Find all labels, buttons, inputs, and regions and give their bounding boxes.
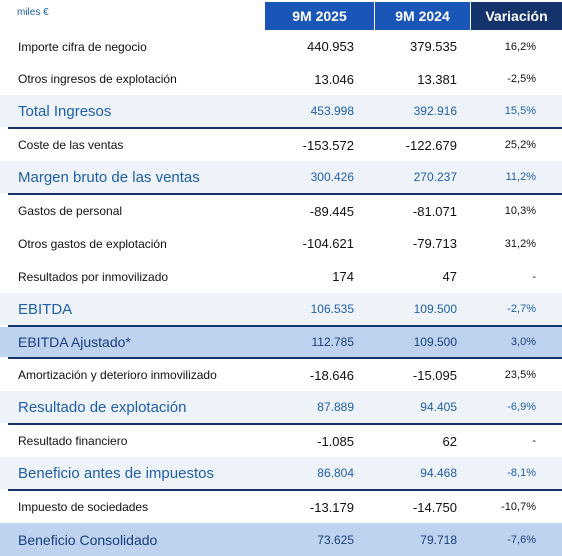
table-row-total: Beneficio antes de impuestos 86.804 94.4… bbox=[0, 457, 562, 489]
table-row-total: Margen bruto de las ventas 300.426 270.2… bbox=[0, 161, 562, 193]
value-9m-2024: 270.237 bbox=[413, 170, 457, 184]
value-variation: 3,0% bbox=[510, 336, 536, 348]
value-9m-2024: -81.071 bbox=[412, 203, 457, 219]
value-9m-2025: -18.646 bbox=[309, 367, 354, 383]
table-row: Otros gastos de explotación -104.621 -79… bbox=[0, 227, 562, 260]
table-row: Resultado financiero -1.085 62 - bbox=[0, 425, 562, 457]
table-row-highlight: EBITDA Ajustado* 112.785 109.500 3,0% bbox=[0, 327, 562, 357]
divider bbox=[8, 357, 562, 359]
value-9m-2025: 73.625 bbox=[317, 532, 354, 547]
value-9m-2025: -153.572 bbox=[302, 137, 354, 153]
table-row-highlight: Beneficio Consolidado 73.625 79.718 -7,6… bbox=[0, 523, 562, 556]
row-label: Amortización y deterioro inmovilizado bbox=[18, 368, 217, 382]
table-row: Resultados por inmovilizado 174 47 - bbox=[0, 260, 562, 293]
value-variation: 25,2% bbox=[504, 139, 536, 151]
value-9m-2025: 106.535 bbox=[310, 302, 354, 316]
row-label: Impuesto de sociedades bbox=[18, 500, 149, 514]
value-9m-2024: 47 bbox=[442, 269, 457, 284]
value-variation: 10,3% bbox=[504, 205, 536, 217]
value-variation: 16,2% bbox=[504, 40, 536, 53]
value-variation: -2,5% bbox=[507, 73, 536, 85]
table-row: Coste de las ventas -153.572 -122.679 25… bbox=[0, 129, 562, 161]
divider bbox=[8, 423, 562, 425]
value-9m-2025: 86.804 bbox=[317, 466, 354, 480]
column-header-9m-2024: 9M 2024 bbox=[375, 2, 470, 30]
value-variation: -2,7% bbox=[507, 303, 536, 315]
value-9m-2024: 94.405 bbox=[420, 400, 457, 414]
column-header-variation: Variación bbox=[471, 2, 562, 30]
row-label: Total Ingresos bbox=[18, 102, 112, 120]
row-label: Resultados por inmovilizado bbox=[18, 269, 169, 284]
table-row: Importe cifra de negocio 440.953 379.535… bbox=[0, 30, 562, 63]
row-label: Beneficio antes de impuestos bbox=[18, 464, 214, 482]
value-9m-2025: 300.426 bbox=[310, 170, 354, 184]
value-9m-2024: 94.468 bbox=[420, 466, 457, 480]
value-9m-2024: -79.713 bbox=[412, 236, 457, 251]
divider bbox=[8, 489, 562, 491]
value-9m-2025: -13.179 bbox=[309, 499, 354, 515]
row-label: Otros ingresos de explotación bbox=[18, 72, 177, 86]
row-label: Coste de las ventas bbox=[18, 138, 124, 152]
column-header-9m-2025: 9M 2025 bbox=[265, 2, 374, 30]
row-label: EBITDA bbox=[18, 300, 73, 318]
row-label: Margen bruto de las ventas bbox=[18, 168, 200, 186]
table-row: Impuesto de sociedades -13.179 -14.750 -… bbox=[0, 491, 562, 523]
value-variation: - bbox=[532, 270, 536, 283]
value-variation: -10,7% bbox=[501, 501, 536, 513]
row-label: Importe cifra de negocio bbox=[18, 39, 147, 54]
row-label: Gastos de personal bbox=[18, 204, 123, 218]
value-9m-2024: 379.535 bbox=[410, 39, 457, 54]
unit-label: miles € bbox=[17, 7, 49, 18]
value-9m-2025: -1.085 bbox=[317, 433, 354, 449]
value-9m-2025: 112.785 bbox=[311, 335, 355, 349]
value-variation: 11,2% bbox=[505, 171, 536, 183]
value-9m-2025: 13.046 bbox=[314, 71, 354, 87]
value-9m-2025: 87.889 bbox=[317, 400, 354, 414]
table-row: Amortización y deterioro inmovilizado -1… bbox=[0, 359, 562, 391]
value-variation: -8,1% bbox=[507, 467, 536, 479]
value-9m-2025: 453.998 bbox=[310, 104, 354, 118]
value-9m-2025: 440.953 bbox=[307, 39, 354, 54]
divider bbox=[8, 127, 562, 129]
value-9m-2025: -89.445 bbox=[309, 203, 354, 219]
value-9m-2024: 62 bbox=[442, 433, 457, 449]
value-variation: -7,6% bbox=[507, 533, 536, 546]
table-header: miles € 9M 2025 9M 2024 Variación bbox=[0, 0, 562, 30]
table-row-total: EBITDA 106.535 109.500 -2,7% bbox=[0, 293, 562, 325]
value-variation: 31,2% bbox=[504, 237, 536, 250]
value-9m-2024: 392.916 bbox=[413, 104, 457, 118]
value-9m-2024: 109.500 bbox=[413, 302, 457, 316]
value-9m-2025: -104.621 bbox=[302, 236, 354, 251]
value-variation: 23,5% bbox=[504, 369, 536, 381]
divider bbox=[8, 325, 562, 327]
row-label: Resultado de explotación bbox=[18, 398, 187, 416]
value-9m-2025: 174 bbox=[332, 269, 354, 284]
row-label: Resultado financiero bbox=[18, 434, 128, 448]
row-label: Beneficio Consolidado bbox=[18, 531, 158, 548]
value-9m-2024: -122.679 bbox=[405, 137, 457, 153]
table-row-total: Resultado de explotación 87.889 94.405 -… bbox=[0, 391, 562, 423]
value-variation: 15,5% bbox=[504, 105, 536, 117]
value-9m-2024: 79.718 bbox=[420, 532, 457, 547]
value-9m-2024: -14.750 bbox=[412, 499, 457, 515]
table-row-total: Total Ingresos 453.998 392.916 15,5% bbox=[0, 95, 562, 127]
value-variation: - bbox=[532, 435, 536, 447]
row-label: EBITDA Ajustado* bbox=[18, 334, 131, 350]
divider bbox=[8, 193, 562, 195]
table-row: Gastos de personal -89.445 -81.071 10,3% bbox=[0, 195, 562, 227]
table-row: Otros ingresos de explotación 13.046 13.… bbox=[0, 63, 562, 95]
value-9m-2024: 13.381 bbox=[417, 71, 457, 87]
value-9m-2024: -15.095 bbox=[412, 367, 457, 383]
value-variation: -6,9% bbox=[507, 401, 536, 413]
value-9m-2024: 109.500 bbox=[413, 335, 457, 349]
row-label: Otros gastos de explotación bbox=[18, 236, 167, 251]
